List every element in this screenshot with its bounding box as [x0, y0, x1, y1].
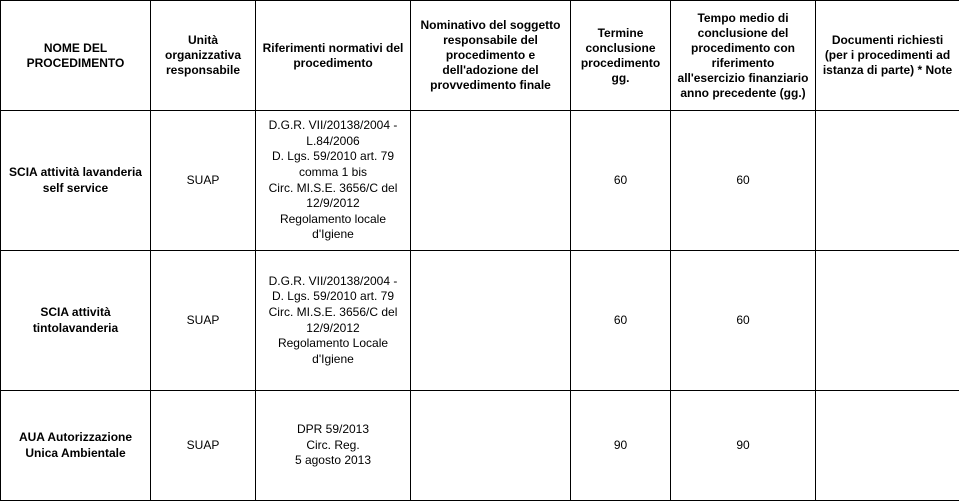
cell-ref: D.G.R. VII/20138/2004 - L.84/2006D. Lgs.…: [256, 111, 411, 251]
cell-doc: [816, 111, 959, 251]
header-row: NOME DEL PROCEDIMENTO Unità organizzativ…: [1, 1, 959, 111]
page-container: NOME DEL PROCEDIMENTO Unità organizzativ…: [0, 0, 959, 500]
cell-term: 60: [571, 251, 671, 391]
cell-term: 90: [571, 391, 671, 501]
cell-tempo: 90: [671, 391, 816, 501]
cell-doc: [816, 251, 959, 391]
header-col-ref: Riferimenti normativi del procedimento: [256, 1, 411, 111]
cell-nom: [411, 111, 571, 251]
cell-tempo: 60: [671, 251, 816, 391]
cell-unit: SUAP: [151, 391, 256, 501]
cell-tempo: 60: [671, 111, 816, 251]
cell-doc: [816, 391, 959, 501]
cell-nom: [411, 251, 571, 391]
procedures-table: NOME DEL PROCEDIMENTO Unità organizzativ…: [0, 0, 959, 501]
cell-name: SCIA attività tintolavanderia: [1, 251, 151, 391]
cell-unit: SUAP: [151, 111, 256, 251]
header-col-unit: Unità organizzativa responsabile: [151, 1, 256, 111]
table-row: SCIA attività tintolavanderia SUAP D.G.R…: [1, 251, 959, 391]
cell-ref: DPR 59/2013Circ. Reg.5 agosto 2013: [256, 391, 411, 501]
header-col-doc: Documenti richiesti (per i procedimenti …: [816, 1, 959, 111]
table-header: NOME DEL PROCEDIMENTO Unità organizzativ…: [1, 1, 959, 111]
cell-nom: [411, 391, 571, 501]
cell-term: 60: [571, 111, 671, 251]
cell-unit: SUAP: [151, 251, 256, 391]
header-col-term: Termine conclusione procedimento gg.: [571, 1, 671, 111]
table-row: AUA Autorizzazione Unica Ambientale SUAP…: [1, 391, 959, 501]
table-row: SCIA attività lavanderia self service SU…: [1, 111, 959, 251]
cell-name: AUA Autorizzazione Unica Ambientale: [1, 391, 151, 501]
header-col-nom: Nominativo del soggetto responsabile del…: [411, 1, 571, 111]
header-col-name: NOME DEL PROCEDIMENTO: [1, 1, 151, 111]
table-body: SCIA attività lavanderia self service SU…: [1, 111, 959, 501]
cell-ref: D.G.R. VII/20138/2004 -D. Lgs. 59/2010 a…: [256, 251, 411, 391]
cell-name: SCIA attività lavanderia self service: [1, 111, 151, 251]
header-col-tempo: Tempo medio di conclusione del procedime…: [671, 1, 816, 111]
